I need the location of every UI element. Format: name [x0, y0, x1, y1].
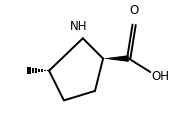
- Text: O: O: [130, 4, 139, 17]
- Text: OH: OH: [152, 70, 170, 83]
- Polygon shape: [103, 55, 129, 62]
- Text: NH: NH: [70, 20, 87, 33]
